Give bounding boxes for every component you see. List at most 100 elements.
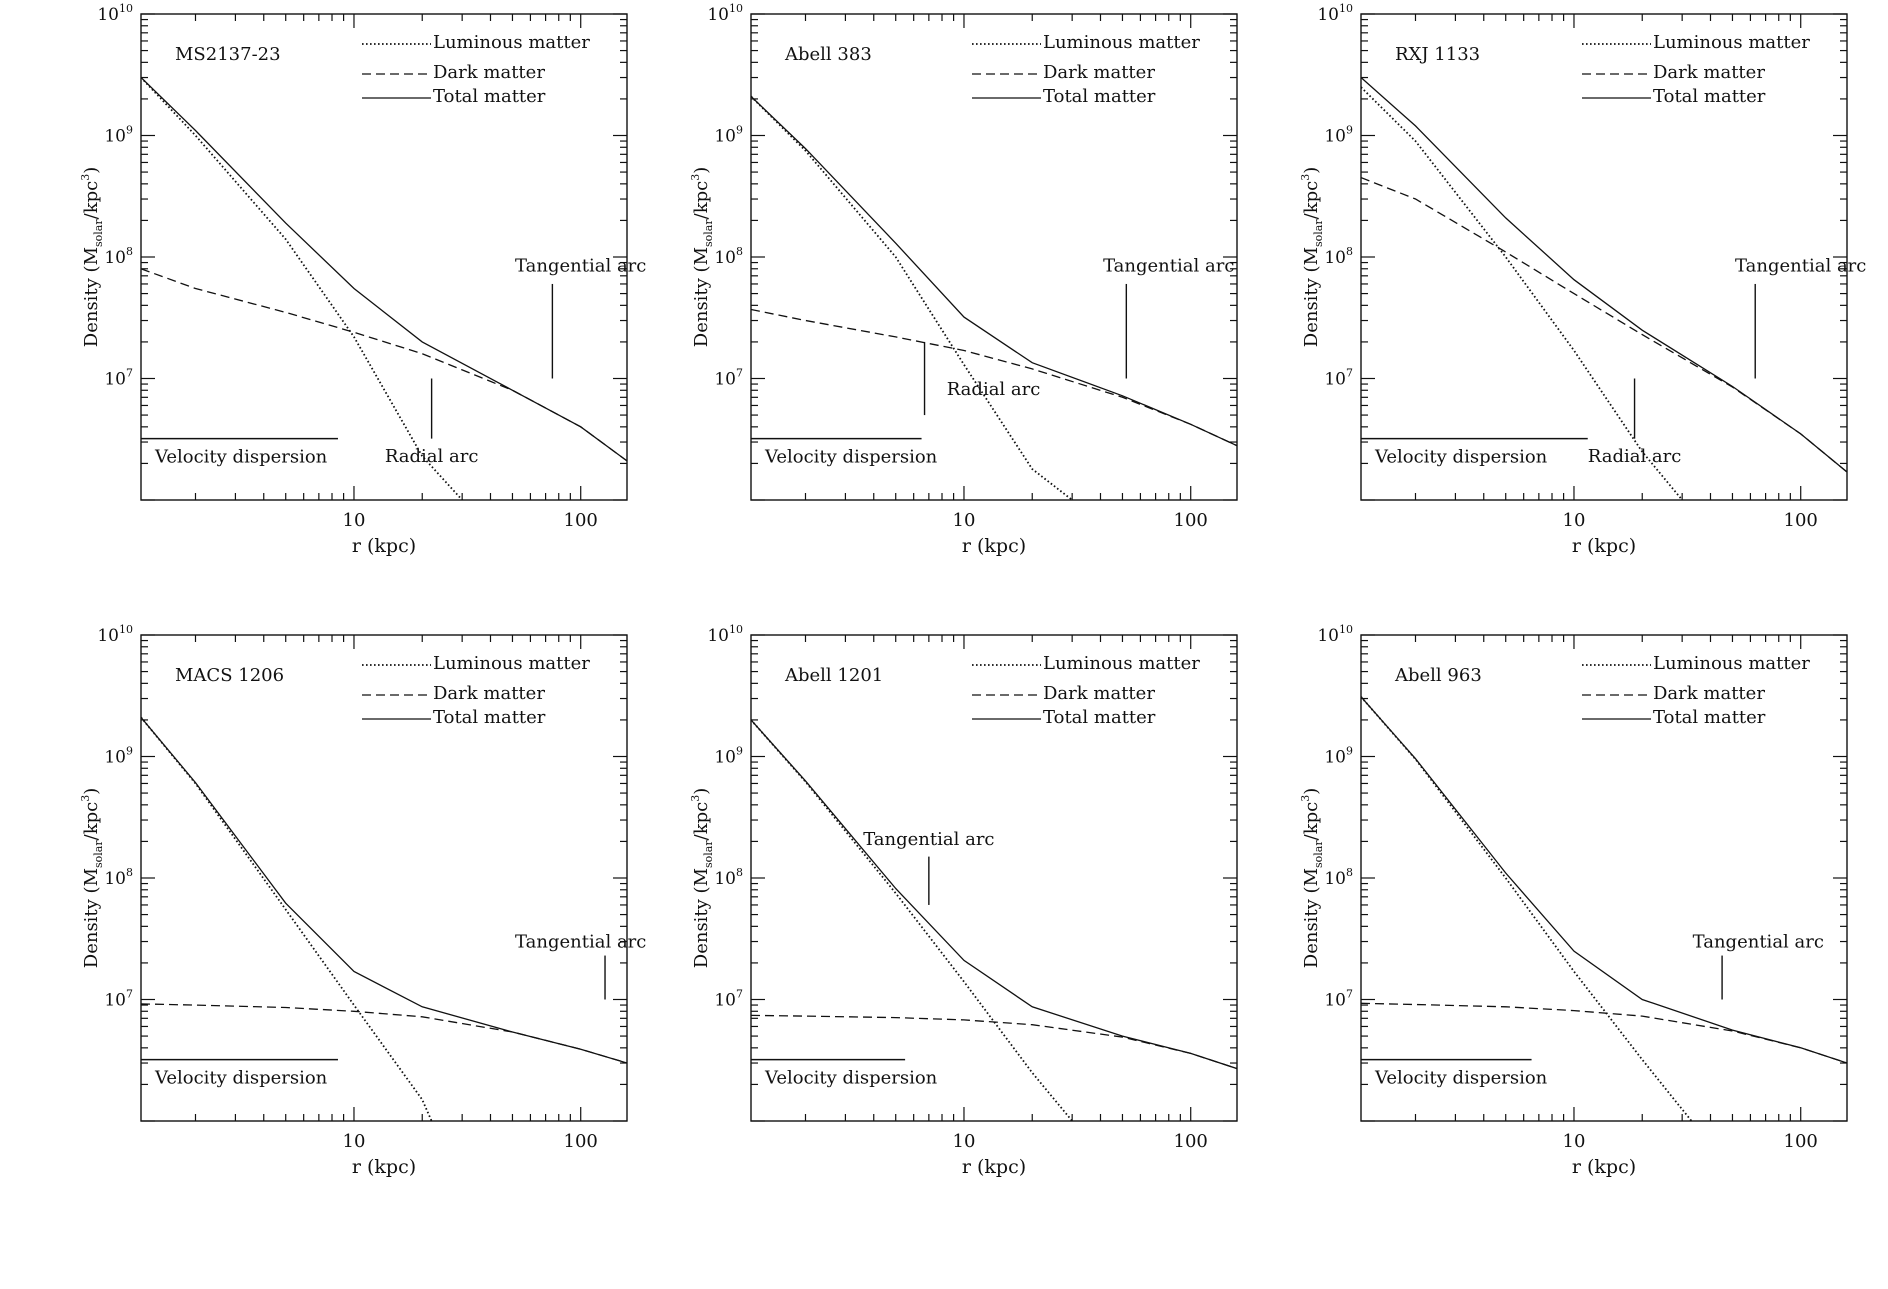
legend-label: Total matter	[1043, 707, 1156, 728]
x-tick-label: 100	[564, 1131, 598, 1152]
panel-title: Abell 1201	[784, 665, 883, 686]
y-tick-label: 109	[714, 745, 743, 768]
series-dark-matter	[751, 308, 1237, 447]
legend-label: Total matter	[433, 86, 546, 107]
velocity-dispersion-label: Velocity dispersion	[154, 447, 328, 468]
x-tick-label: 100	[1174, 510, 1208, 531]
series-luminous-matter	[141, 716, 433, 1121]
plot-frame	[750, 634, 1238, 1122]
panel-3: 10 100 r (kpc) 107 108 109 1010 Density (Msolar…	[1299, 2, 1866, 557]
x-axis-label: r (kpc)	[962, 1156, 1026, 1178]
legend-label: Luminous matter	[1653, 653, 1810, 674]
arc-label: Tangential arc	[515, 256, 646, 277]
panel-title: Abell 383	[784, 44, 872, 65]
series-luminous-matter	[751, 95, 1073, 500]
y-tick-label: 109	[104, 124, 133, 147]
y-tick-label: 1010	[97, 2, 133, 25]
y-tick-label: 1010	[1317, 2, 1353, 25]
arc-label: Radial arc	[385, 446, 479, 467]
legend-label: Luminous matter	[1653, 32, 1810, 53]
y-tick-label: 107	[1324, 988, 1353, 1011]
legend-label: Luminous matter	[1043, 653, 1200, 674]
series-total-matter	[141, 716, 627, 1064]
y-axis-label: Density (Msolar/kpc3)	[1299, 167, 1325, 347]
y-tick-label: 109	[1324, 124, 1353, 147]
velocity-dispersion-label: Velocity dispersion	[764, 1068, 938, 1089]
velocity-dispersion-label: Velocity dispersion	[1374, 447, 1548, 468]
y-axis-label: Density (Msolar/kpc3)	[79, 788, 105, 968]
y-tick-label: 109	[714, 124, 743, 147]
x-tick-label: 100	[1174, 1131, 1208, 1152]
series-dark-matter	[141, 1003, 627, 1064]
series-luminous-matter	[1361, 86, 1683, 500]
series-total-matter	[751, 719, 1237, 1070]
series-dark-matter	[751, 1014, 1237, 1070]
y-axis-label: Density (Msolar/kpc3)	[689, 167, 715, 347]
velocity-dispersion-label: Velocity dispersion	[764, 447, 938, 468]
velocity-dispersion-label: Velocity dispersion	[154, 1068, 328, 1089]
x-tick-label: 100	[1784, 1131, 1818, 1152]
legend-label: Dark matter	[1043, 62, 1155, 83]
legend-label: Total matter	[1043, 86, 1156, 107]
legend-label: Luminous matter	[433, 32, 590, 53]
arc-label: Tangential arc	[1693, 932, 1824, 953]
x-tick-label: 100	[564, 510, 598, 531]
y-tick-label: 107	[714, 988, 743, 1011]
series-luminous-matter	[1361, 696, 1693, 1121]
panel-title: MACS 1206	[175, 665, 284, 686]
legend-label: Dark matter	[433, 683, 545, 704]
legend-label: Dark matter	[1653, 683, 1765, 704]
panel-1: 10 100 r (kpc) 107 108 109 1010 Density (Msolar…	[79, 2, 646, 557]
series-dark-matter	[141, 268, 627, 462]
x-tick-label: 10	[1563, 510, 1586, 531]
series-total-matter	[141, 77, 627, 462]
series-luminous-matter	[141, 76, 463, 500]
series-total-matter	[1361, 77, 1847, 473]
x-tick-label: 10	[953, 1131, 976, 1152]
legend-label: Dark matter	[1043, 683, 1155, 704]
y-tick-label: 108	[104, 245, 133, 268]
panel-title: RXJ 1133	[1395, 44, 1480, 65]
y-tick-label: 108	[1324, 866, 1353, 889]
y-tick-label: 1010	[707, 623, 743, 646]
legend-label: Luminous matter	[1043, 32, 1200, 53]
legend-label: Dark matter	[1653, 62, 1765, 83]
panel-6: 10 100 r (kpc) 107 108 109 1010 Density (Msolar…	[1299, 623, 1848, 1178]
y-tick-label: 1010	[707, 2, 743, 25]
arc-label: Tangential arc	[1735, 256, 1866, 277]
plot-frame	[1360, 634, 1848, 1122]
y-axis-label: Density (Msolar/kpc3)	[79, 167, 105, 347]
legend-label: Total matter	[1653, 86, 1766, 107]
y-tick-label: 109	[1324, 745, 1353, 768]
y-axis-label: Density (Msolar/kpc3)	[1299, 788, 1325, 968]
panel-title: MS2137-23	[175, 44, 281, 65]
y-tick-label: 107	[104, 988, 133, 1011]
y-tick-label: 1010	[1317, 623, 1353, 646]
arc-label: Tangential arc	[1103, 256, 1234, 277]
y-tick-label: 107	[714, 367, 743, 390]
y-tick-label: 108	[714, 866, 743, 889]
panel-4: 10 100 r (kpc) 107 108 109 1010 Density (Msolar…	[79, 623, 646, 1178]
series-dark-matter	[1361, 176, 1847, 473]
x-axis-label: r (kpc)	[962, 535, 1026, 557]
legend-label: Dark matter	[433, 62, 545, 83]
plot-frame	[140, 634, 628, 1122]
velocity-dispersion-label: Velocity dispersion	[1374, 1068, 1548, 1089]
panel-2: 10 100 r (kpc) 107 108 109 1010 Density (Msolar…	[689, 2, 1238, 557]
legend-label: Total matter	[433, 707, 546, 728]
x-tick-label: 10	[953, 510, 976, 531]
series-dark-matter	[1361, 1002, 1847, 1064]
x-axis-label: r (kpc)	[1572, 1156, 1636, 1178]
legend-label: Total matter	[1653, 707, 1766, 728]
y-tick-label: 107	[104, 367, 133, 390]
series-total-matter	[1361, 696, 1847, 1064]
x-tick-label: 10	[343, 1131, 366, 1152]
x-tick-label: 10	[343, 510, 366, 531]
y-tick-label: 107	[1324, 367, 1353, 390]
series-total-matter	[751, 95, 1237, 447]
y-tick-label: 109	[104, 745, 133, 768]
arc-label: Radial arc	[947, 379, 1041, 400]
x-axis-label: r (kpc)	[1572, 535, 1636, 557]
y-tick-label: 108	[104, 866, 133, 889]
